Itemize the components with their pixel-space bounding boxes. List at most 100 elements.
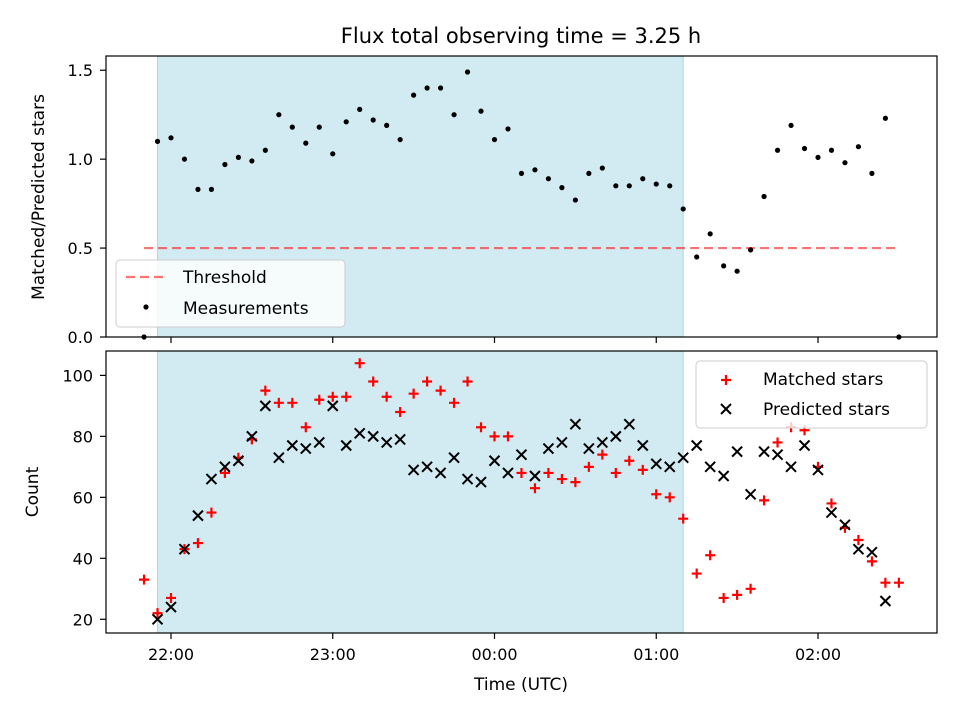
matched-star-point: [866, 556, 877, 567]
legend-measurements-swatch: [143, 304, 149, 310]
matched-star-point: [300, 422, 311, 433]
count-y-tick-label: 40: [73, 549, 93, 568]
ratio-y-tick-label: 1.5: [68, 61, 93, 80]
matched-star-point: [489, 431, 500, 442]
matched-star-point: [327, 391, 338, 402]
matched-star-point: [570, 477, 581, 488]
matched-star-point: [597, 449, 608, 460]
measurement-point: [734, 268, 740, 274]
legend-predicted-swatch: [720, 403, 732, 415]
predicted-star-point: [690, 439, 703, 452]
predicted-star-point: [866, 546, 878, 558]
matched-star-point: [624, 455, 635, 466]
predicted-star-point: [596, 436, 609, 449]
predicted-star-point: [340, 439, 352, 452]
time-x-tick-label: 02:00: [795, 645, 841, 664]
predicted-star-point: [178, 543, 191, 555]
predicted-star-point: [556, 436, 568, 449]
measurement-point: [855, 144, 862, 150]
predicted-star-point: [313, 436, 325, 449]
predicted-star-point: [812, 464, 824, 476]
measurement-point: [761, 193, 767, 200]
predicted-star-point: [610, 430, 622, 443]
time-x-tick-label: 00:00: [471, 645, 517, 664]
predicted-star-point: [380, 436, 393, 449]
predicted-star-point: [286, 439, 299, 452]
matched-star-point: [516, 467, 527, 478]
predicted-star-point: [852, 543, 865, 555]
measurement-point: [842, 160, 848, 166]
matched-star-point: [287, 397, 298, 408]
matched-star-point: [435, 385, 446, 396]
measurement-point: [518, 170, 525, 176]
matched-star-point: [664, 492, 675, 503]
measurement-point: [640, 176, 646, 182]
predicted-star-point: [798, 439, 811, 452]
ratio-plot-frame: [105, 55, 938, 338]
predicted-star-point: [744, 488, 757, 500]
measurement-point: [653, 181, 659, 187]
predicted-star-point: [394, 433, 406, 446]
legend-matched-swatch: [721, 375, 731, 385]
measurement-point: [626, 183, 632, 189]
matched-star-point: [260, 385, 271, 396]
count-y-axis-label: Count: [23, 466, 43, 517]
predicted-star-point: [421, 461, 433, 473]
predicted-star-point: [192, 509, 204, 522]
measurement-point: [208, 186, 215, 192]
count-panel: Matched stars Predicted stars 20 40 60 80 100…: [23, 350, 938, 664]
predicted-star-point: [839, 519, 851, 531]
predicted-star-point: [825, 506, 838, 519]
measurement-point: [235, 154, 241, 160]
matched-star-point: [718, 592, 729, 603]
time-x-tick-label: 22:00: [148, 645, 194, 664]
predicted-star-point: [502, 467, 514, 479]
legend-matched-label: Matched stars: [763, 370, 883, 390]
predicted-star-point: [650, 458, 662, 470]
measurement-point: [532, 167, 538, 173]
matched-star-point: [772, 437, 783, 448]
measurement-point: [195, 186, 201, 192]
measurement-point: [774, 147, 781, 153]
measurement-point: [384, 122, 390, 128]
matched-star-point: [880, 577, 891, 588]
predicted-star-point: [232, 455, 245, 467]
matched-star-point: [637, 464, 648, 475]
ratio-y-axis-label: Matched/Predicted stars: [29, 94, 49, 300]
measurement-point: [411, 92, 417, 98]
predicted-star-point: [785, 461, 797, 473]
matched-star-point: [192, 538, 203, 549]
predicted-star-point: [488, 455, 501, 467]
chart-title: Flux total observing time = 3.25 h: [341, 24, 701, 48]
ratio-y-tick-label: 1.0: [68, 150, 93, 169]
legend-predicted-label: Predicted stars: [763, 400, 890, 420]
predicted-star-point: [259, 400, 272, 412]
matched-star-point: [139, 574, 150, 585]
predicted-star-point: [771, 448, 784, 461]
predicted-star-point: [623, 418, 635, 430]
predicted-star-point: [731, 445, 743, 458]
measurement-point: [748, 247, 754, 253]
predicted-star-point: [542, 442, 555, 455]
matched-star-point: [502, 431, 513, 442]
count-y-tick-label: 20: [73, 610, 93, 629]
measurement-point: [572, 197, 578, 203]
matched-star-point: [354, 358, 365, 369]
matched-star-point: [745, 583, 756, 594]
matched-star-point: [206, 507, 217, 518]
count-y-tick-label: 100: [62, 366, 93, 385]
matched-star-point: [219, 467, 230, 478]
matched-star-point: [678, 513, 689, 524]
matched-star-point: [691, 568, 702, 579]
predicted-star-point: [219, 461, 231, 473]
predicted-star-point: [273, 451, 285, 464]
measurement-point: [828, 147, 835, 153]
measurement-point: [559, 185, 565, 191]
measurement-point: [397, 136, 403, 143]
measurement-point: [801, 145, 808, 152]
measurement-point: [437, 85, 444, 91]
time-x-tick-label: 01:00: [633, 645, 679, 664]
measurement-point: [667, 183, 673, 189]
predicted-star-point: [165, 601, 177, 613]
